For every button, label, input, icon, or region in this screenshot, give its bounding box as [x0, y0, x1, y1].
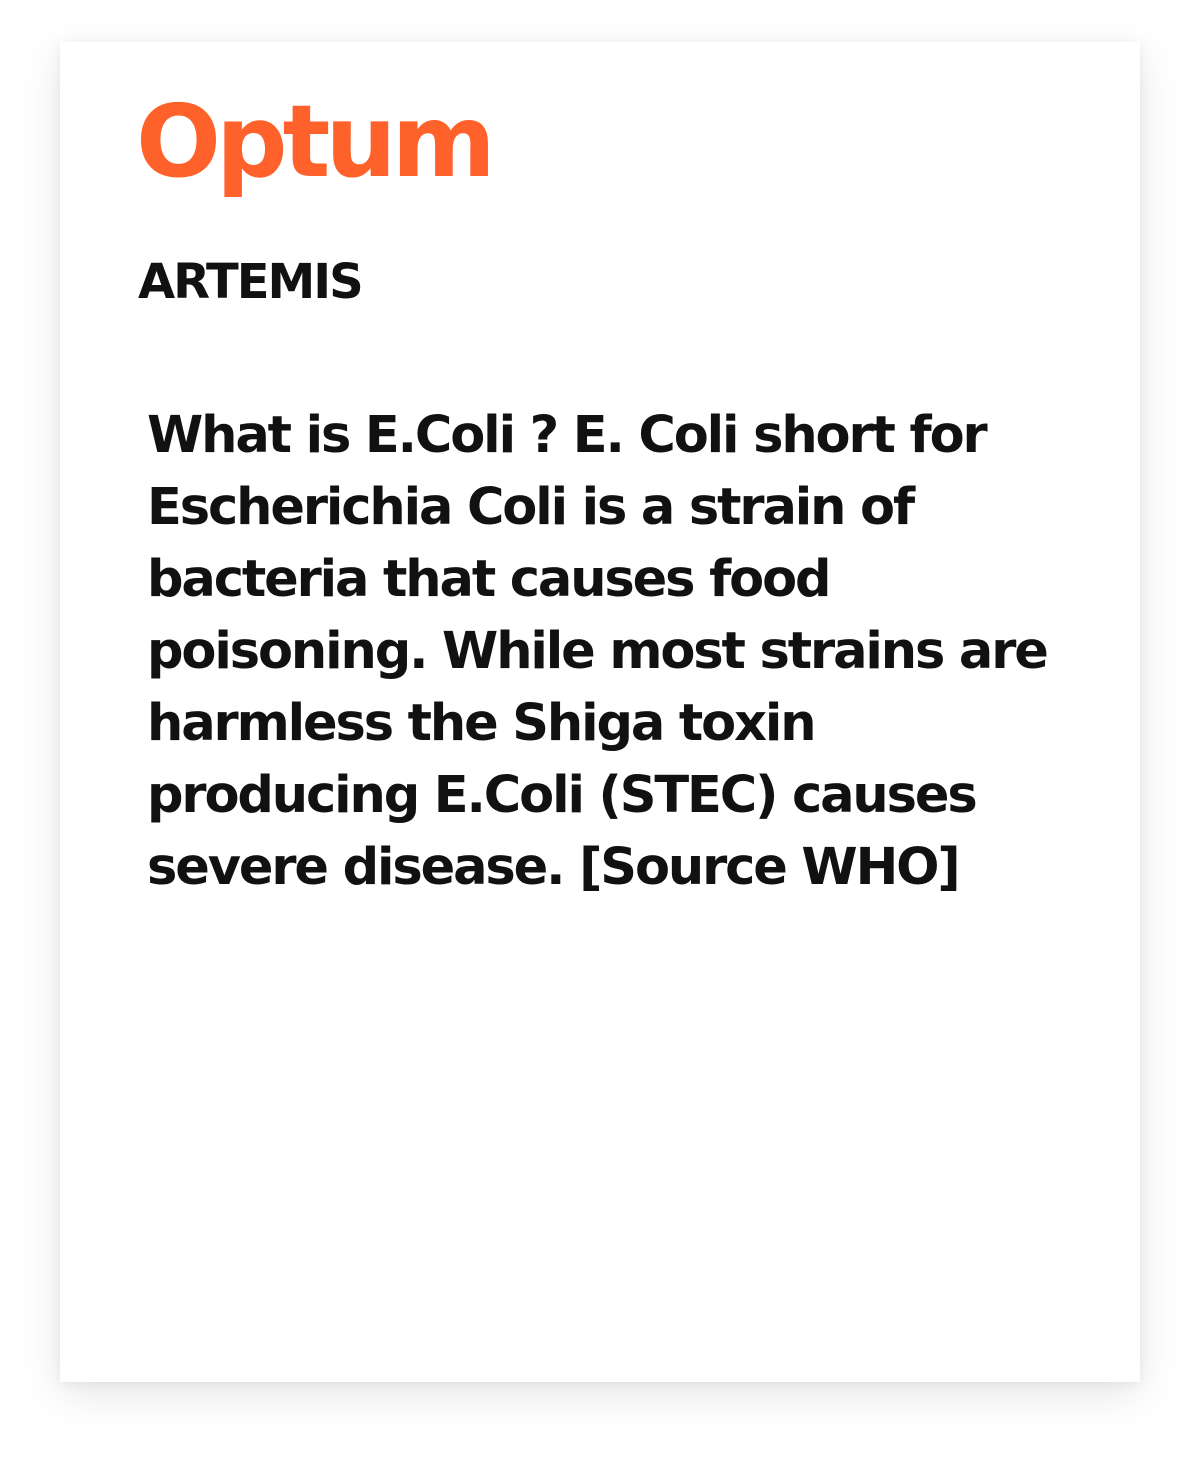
paragraph-line: severe disease. [Source WHO] — [147, 838, 961, 897]
paragraph-line: What is E.Coli ? E. Coli short for — [147, 406, 988, 465]
paragraph-line: harmless the Shiga toxin — [147, 694, 817, 753]
paragraph-line: poisoning. While most strains are — [147, 622, 1049, 681]
product-title: ARTEMIS — [138, 254, 364, 310]
info-paragraph: What is E.Coli ? E. Coli short for Esche… — [147, 400, 1107, 904]
paragraph-line: producing E.Coli (STEC) causes — [147, 766, 978, 825]
optum-logo: Optum — [136, 83, 496, 200]
content-card: Optum ARTEMIS What is E.Coli ? E. Coli s… — [60, 42, 1140, 1382]
paragraph-line: Escherichia Coli is a strain of — [147, 478, 915, 537]
paragraph-line: bacteria that causes food — [147, 550, 832, 609]
